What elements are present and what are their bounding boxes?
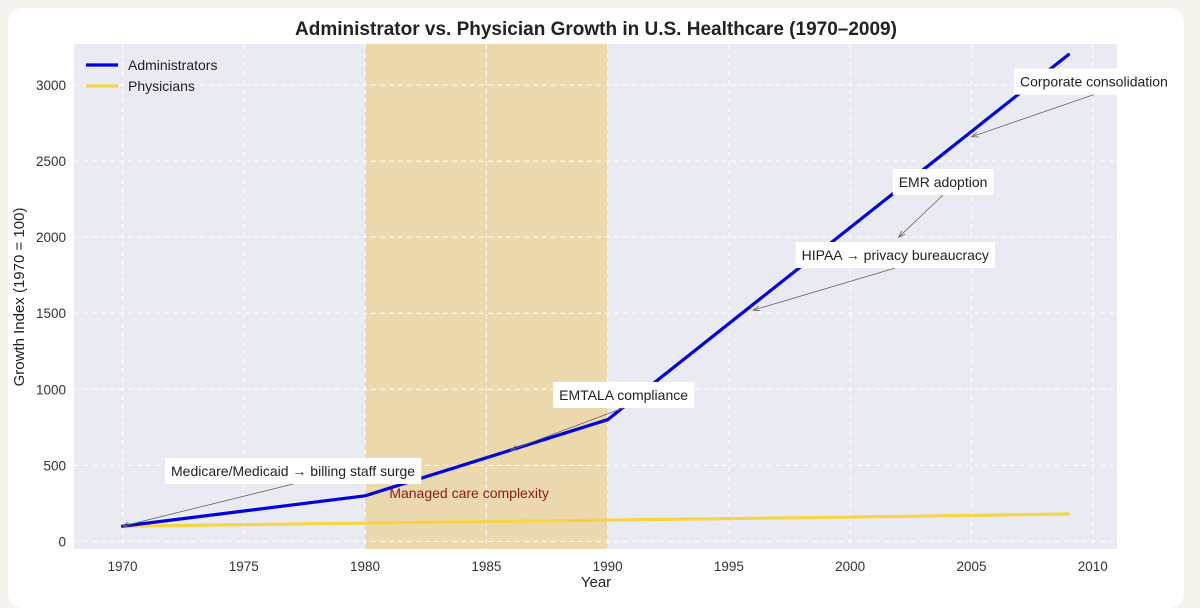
shaded-region-label: Managed care complexity [389, 485, 549, 501]
x-axis-title: Year [581, 574, 611, 591]
annotation-text: Medicare/Medicaid → billing staff surge [171, 463, 415, 479]
y-tick-label: 500 [43, 458, 66, 473]
y-tick-label: 1500 [36, 306, 66, 321]
x-tick-label: 1970 [107, 559, 137, 574]
y-tick-label: 2500 [36, 154, 66, 169]
annotation-arrow [898, 194, 944, 238]
annotation-text: HIPAA → privacy bureaucracy [802, 247, 989, 263]
annotation-box [1013, 68, 1174, 95]
annotation-arrow [122, 483, 294, 527]
series-line-physicians [120, 512, 1071, 528]
x-tick-label: 2010 [1078, 559, 1108, 574]
x-tick-label: 2000 [835, 559, 865, 574]
chart-card: Administrator vs. Physician Growth in U.… [8, 8, 1184, 608]
x-tick-label: 1980 [350, 559, 380, 574]
annotation-box [795, 241, 995, 268]
plot-area: 1970 1975 1980 1985 1990 1995 2000 2005 2010 0 500… [36, 44, 1174, 574]
x-tick-label: 1985 [471, 559, 501, 574]
y-tick-label: 3000 [36, 78, 66, 93]
annotation-box [165, 457, 422, 484]
y-tick-label: 0 [58, 534, 66, 549]
series-line-administrators [120, 52, 1071, 528]
y-axis-title: Growth Index (1970 = 100) [11, 208, 28, 387]
x-tick-label: 1975 [229, 559, 259, 574]
annotation-arrowhead [970, 132, 979, 138]
annotation-text: EMR adoption [899, 174, 988, 190]
annotation-text: Corporate consolidation [1020, 74, 1168, 90]
annotation-arrow [510, 407, 624, 451]
y-tick-label: 2000 [36, 230, 66, 245]
annotation-arrow [971, 94, 1095, 138]
x-tick-label: 2005 [956, 559, 986, 574]
annotation-arrowhead [897, 230, 906, 238]
annotation-arrow [753, 267, 896, 311]
annotation-arrowhead [752, 305, 761, 312]
annotation-arrowhead [121, 521, 130, 528]
growth-line-chart: Administrator vs. Physician Growth in U.… [11, 19, 1174, 591]
annotation-text: EMTALA compliance [559, 387, 688, 403]
x-tick-label: 1995 [714, 559, 744, 574]
chart-title: Administrator vs. Physician Growth in U.… [295, 19, 897, 40]
y-tick-label: 1000 [36, 382, 66, 397]
annotation-arrowhead [509, 445, 518, 451]
annotation-box [892, 168, 994, 195]
legend-label-administrators: Administrators [128, 57, 217, 73]
legend-label-physicians: Physicians [128, 78, 195, 94]
x-tick-label: 1990 [593, 559, 623, 574]
annotation-box [553, 381, 695, 408]
